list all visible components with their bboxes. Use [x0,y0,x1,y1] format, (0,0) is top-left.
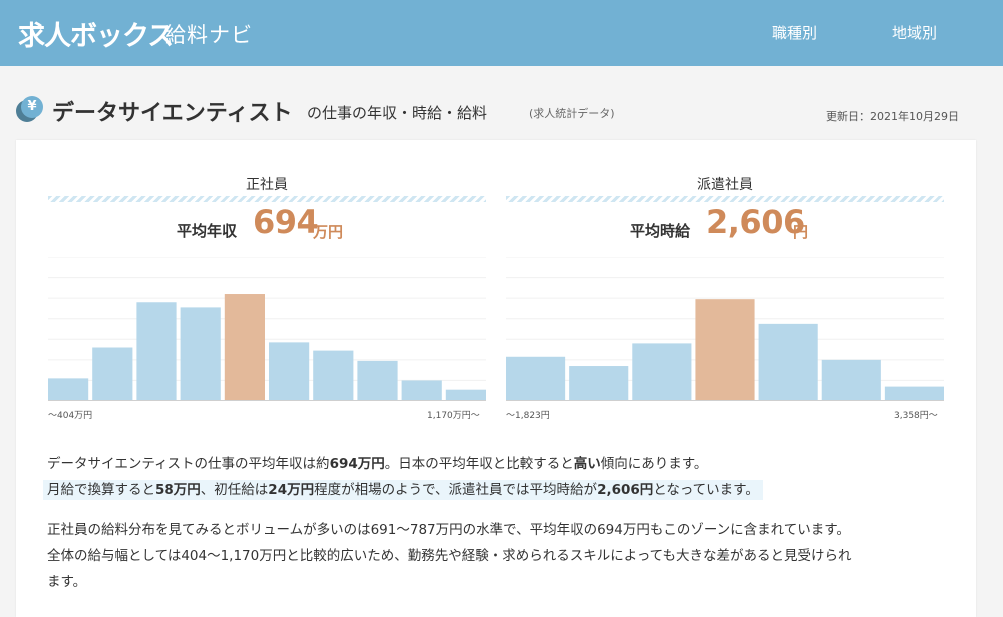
histogram-bar [884,386,944,401]
histogram-bar [758,323,818,401]
histogram-bar [180,307,221,401]
panel-label-haken: 派遣社員 [697,177,753,193]
monthly-salary-emphasis: 58万円 [155,482,201,498]
avg-salary-emphasis: 694万円 [329,456,385,472]
hourly-wage-emphasis: 2,606円 [597,482,654,498]
avg-wage-value: 2,606 [706,203,805,241]
divider-stripe [48,196,486,202]
histogram-bar [48,378,89,401]
histogram-bar [632,343,692,401]
highlighted-summary: 月給で換算すると58万円、初任給は24万円程度が相場のようで、派遣社員では平均時… [43,480,763,500]
updated-date: 更新日：2021年10月29日 [826,110,959,123]
distribution-line-3: ます。 [47,574,87,590]
wage-histogram-haken [506,257,944,401]
text-segment: となっています。 [653,482,759,498]
comparison-emphasis: 高い [573,456,601,472]
histogram-bar [269,342,310,401]
axis-max-label: 1,170万円～ [427,411,480,421]
summary-line-1: データサイエンティストの仕事の平均年収は約694万円。日本の平均年収と比較すると… [47,451,947,477]
axis-min-label: ～404万円 [48,411,93,421]
text-segment: データサイエンティストの仕事の平均年収は約 [47,456,330,472]
site-logo-subtitle[interactable]: 給料ナビ [165,23,253,47]
text-segment: 傾向にあります。 [600,456,708,472]
histogram-bar [136,302,177,401]
salary-histogram-seishain [48,257,486,401]
distribution-line-1: 正社員の給料分布を見てみるとボリュームが多いのは691～787万円の水準で、平均… [47,522,850,538]
site-logo[interactable]: 求人ボックス [18,21,174,52]
avg-salary-unit: 万円 [313,223,344,241]
histogram-bar-highlight [695,299,755,401]
panel-label-seishain: 正社員 [246,177,288,193]
site-header: 求人ボックス 給料ナビ 職種別 地域別 [0,0,1003,66]
divider-stripe [506,196,944,202]
histogram-bar [445,389,486,401]
distribution-line-2: 全体の給与幅としては404～1,170万円と比較的広いため、勤務先や経験・求めら… [47,548,852,564]
histogram-bar-highlight [224,294,265,401]
axis-max-label: 3,358円～ [894,411,938,421]
text-segment: 。日本の平均年収と比較すると [384,456,574,472]
histogram-bar [569,366,629,401]
text-segment: 月給で換算すると [47,482,155,498]
nav-item-region[interactable]: 地域別 [892,24,938,42]
histogram-bar [401,380,442,401]
page-title: データサイエンティスト [52,101,293,126]
avg-wage-label: 平均時給 [630,222,691,240]
page-title-row: ¥ データサイエンティスト の仕事の年収・時給・給料 (求人統計データ) 更新日… [16,95,986,126]
avg-wage-unit: 円 [793,223,809,241]
histogram-bar [506,356,566,401]
nav-item-job-type[interactable]: 職種別 [772,24,818,42]
text-segment: 、初任給は [200,482,269,498]
text-segment: 程度が相場のようで、派遣社員では平均時給が [314,482,598,498]
yen-icon: ¥ [16,96,44,124]
page-title-suffix: の仕事の年収・時給・給料 [307,104,488,122]
summary-line-2: 月給で換算すると58万円、初任給は24万円程度が相場のようで、派遣社員では平均時… [43,477,947,503]
histogram-bar [357,360,398,401]
histogram-bar [313,350,354,401]
salary-card: 正社員 平均年収 694 万円 ～404万円 1,170万円～ 派遣社員 平均時… [16,140,976,617]
starting-salary-emphasis: 24万円 [268,482,315,498]
avg-salary-value: 694 [253,203,319,241]
page-title-note: (求人統計データ) [529,107,615,120]
axis-min-label: ～1,823円 [506,411,550,421]
avg-salary-label: 平均年収 [177,222,238,240]
histogram-bar [821,359,881,401]
histogram-bar [92,347,133,401]
